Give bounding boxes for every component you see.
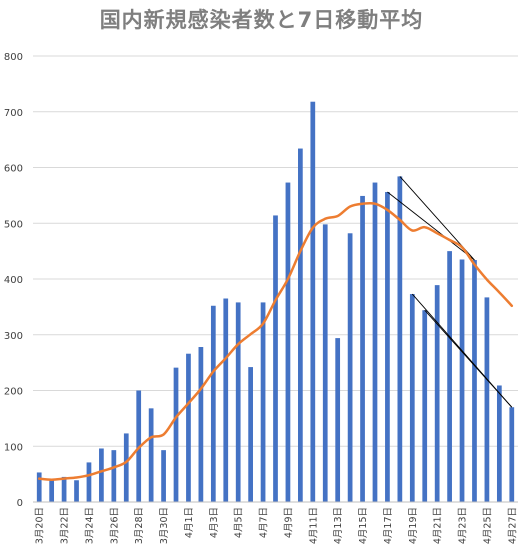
x-tick-label: 4月13日 — [333, 507, 344, 544]
bar — [36, 472, 42, 502]
bar — [409, 294, 415, 502]
bar — [422, 310, 428, 502]
bar — [322, 224, 328, 503]
bar — [360, 195, 365, 502]
chart-title: 国内新規感染者数と7日移動平均 — [99, 8, 424, 32]
x-tick-label: 3月22日 — [60, 507, 71, 544]
bar — [335, 338, 341, 502]
bar — [123, 433, 129, 502]
bar — [61, 476, 67, 502]
trend-lines — [387, 176, 513, 408]
moving-average-line — [37, 201, 514, 481]
y-tick-label: 800 — [4, 52, 23, 63]
bar — [99, 448, 104, 502]
x-tick-label: 4月11日 — [308, 507, 319, 544]
bar — [260, 302, 266, 502]
bar — [285, 182, 291, 503]
bar — [372, 182, 378, 503]
x-tick-label: 4月25日 — [482, 507, 493, 544]
bar — [496, 385, 502, 502]
bar — [210, 305, 216, 502]
x-tick-label: 4月1日 — [184, 507, 195, 538]
x-tick-label: 3月28日 — [134, 507, 145, 544]
bar — [74, 480, 79, 502]
x-tick-label: 4月7日 — [259, 507, 270, 538]
bar — [397, 176, 403, 503]
x-tick-label: 3月24日 — [85, 507, 96, 544]
y-tick-label: 300 — [4, 331, 23, 342]
bar — [161, 450, 166, 502]
x-tick-label: 4月3日 — [209, 507, 220, 538]
bar — [49, 480, 55, 502]
bar — [86, 462, 92, 502]
bar — [459, 259, 465, 502]
bar — [298, 148, 303, 503]
y-tick-label: 600 — [4, 164, 23, 175]
bar — [385, 192, 390, 502]
y-axis-ticks: 0 100 200 300 400 500 600 700 800 — [4, 52, 23, 509]
x-tick-label: 4月5日 — [234, 507, 245, 538]
y-tick-label: 400 — [4, 275, 23, 286]
y-tick-label: 200 — [4, 387, 23, 398]
bar — [248, 367, 253, 502]
x-tick-label: 4月17日 — [383, 507, 394, 544]
x-tick-label: 3月20日 — [35, 507, 46, 544]
y-tick-label: 100 — [4, 442, 23, 453]
bar — [111, 450, 117, 502]
bar — [509, 407, 515, 502]
bar — [447, 251, 452, 502]
bar — [472, 260, 477, 502]
y-tick-label: 0 — [17, 498, 23, 509]
x-tick-label: 4月15日 — [358, 507, 369, 544]
trend-line — [387, 191, 475, 261]
x-tick-label: 4月21日 — [433, 507, 444, 544]
x-tick-label: 4月9日 — [283, 507, 294, 538]
y-tick-label: 500 — [4, 219, 23, 230]
bar — [186, 353, 191, 502]
x-tick-label: 3月26日 — [109, 507, 120, 544]
trend-line — [424, 309, 513, 408]
bar — [223, 298, 229, 502]
x-tick-label: 3月30日 — [159, 507, 170, 544]
bar — [347, 233, 353, 502]
bar — [198, 347, 204, 502]
bar — [434, 285, 440, 502]
y-tick-label: 700 — [4, 108, 23, 119]
bar — [484, 297, 490, 502]
bar — [148, 408, 154, 502]
x-axis-ticks: 3月20日 3月22日 3月24日 3月26日 3月28日 3月30日 4月1日 4月3日 4月… — [35, 507, 519, 544]
x-tick-label: 4月19日 — [408, 507, 419, 544]
bar — [235, 302, 241, 502]
bar — [173, 367, 179, 502]
bar — [273, 215, 278, 502]
bar — [310, 101, 316, 502]
x-tick-label: 4月27日 — [507, 507, 518, 544]
x-tick-label: 4月23日 — [458, 507, 469, 544]
